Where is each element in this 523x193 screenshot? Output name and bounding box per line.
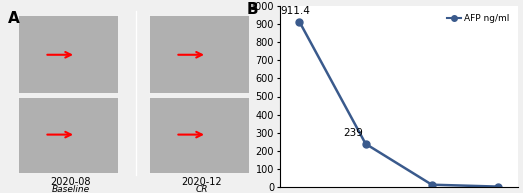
FancyBboxPatch shape <box>18 15 118 93</box>
Text: Baseline: Baseline <box>52 185 90 193</box>
FancyBboxPatch shape <box>149 15 249 93</box>
Text: 2020-08: 2020-08 <box>50 177 91 187</box>
Text: CR: CR <box>196 185 208 193</box>
FancyBboxPatch shape <box>18 96 118 173</box>
Legend: AFP ng/ml: AFP ng/ml <box>444 10 513 26</box>
Title: Bio-marker curve: Bio-marker curve <box>339 0 459 3</box>
Text: B: B <box>246 2 258 17</box>
Text: A: A <box>8 11 19 26</box>
Text: 2020-12: 2020-12 <box>181 177 222 187</box>
Text: 911.4: 911.4 <box>280 6 310 15</box>
Text: 239: 239 <box>344 128 363 138</box>
FancyBboxPatch shape <box>149 96 249 173</box>
